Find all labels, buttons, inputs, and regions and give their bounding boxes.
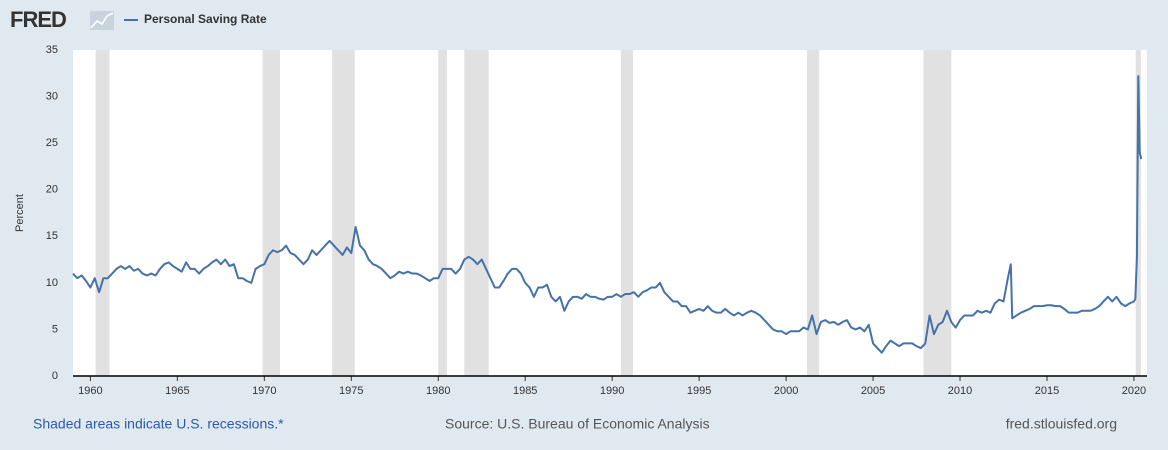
y-tick-label: 5 (52, 323, 58, 335)
recession-band (332, 50, 355, 376)
y-tick-label: 25 (46, 137, 58, 149)
x-tick-label: 1960 (78, 385, 102, 397)
x-tick-label: 1980 (426, 385, 450, 397)
source: Source: U.S. Bureau of Economic Analysis (445, 416, 710, 432)
plot-area (73, 50, 1147, 376)
y-tick-label: 10 (46, 277, 58, 289)
y-tick-label: 20 (46, 184, 58, 196)
x-tick-label: 2020 (1122, 385, 1146, 397)
x-tick-label: 2015 (1035, 385, 1059, 397)
site-link[interactable]: fred.stlouisfed.org (1006, 416, 1117, 432)
y-tick-label: 30 (46, 90, 58, 102)
recession-band (620, 50, 634, 376)
recession-band (95, 50, 110, 376)
data-line (72, 75, 1143, 354)
x-tick-label: 1985 (513, 385, 537, 397)
logo-icon (90, 11, 114, 30)
x-tick-label: 2005 (861, 385, 885, 397)
recession-band (262, 50, 280, 376)
recession-band (438, 50, 447, 376)
x-tick-label: 1995 (687, 385, 711, 397)
x-tick-label: 1990 (600, 385, 624, 397)
x-tick-label: 1975 (339, 385, 363, 397)
y-tick-label: 35 (46, 44, 58, 56)
x-tick-label: 1965 (165, 385, 189, 397)
legend-label: Personal Saving Rate (144, 12, 267, 26)
y-tick-label: 15 (46, 230, 58, 242)
x-tick-label: 1970 (252, 385, 276, 397)
y-axis-label: Percent (14, 194, 26, 232)
x-tick-label: 2010 (948, 385, 972, 397)
logo[interactable]: FRED (10, 7, 67, 32)
x-tick-label: 2000 (774, 385, 798, 397)
recession-band (464, 50, 489, 376)
recession-note[interactable]: Shaded areas indicate U.S. recessions.* (33, 416, 284, 432)
y-tick-label: 0 (52, 370, 58, 382)
recession-band (806, 50, 820, 376)
recession-band (1135, 50, 1141, 376)
